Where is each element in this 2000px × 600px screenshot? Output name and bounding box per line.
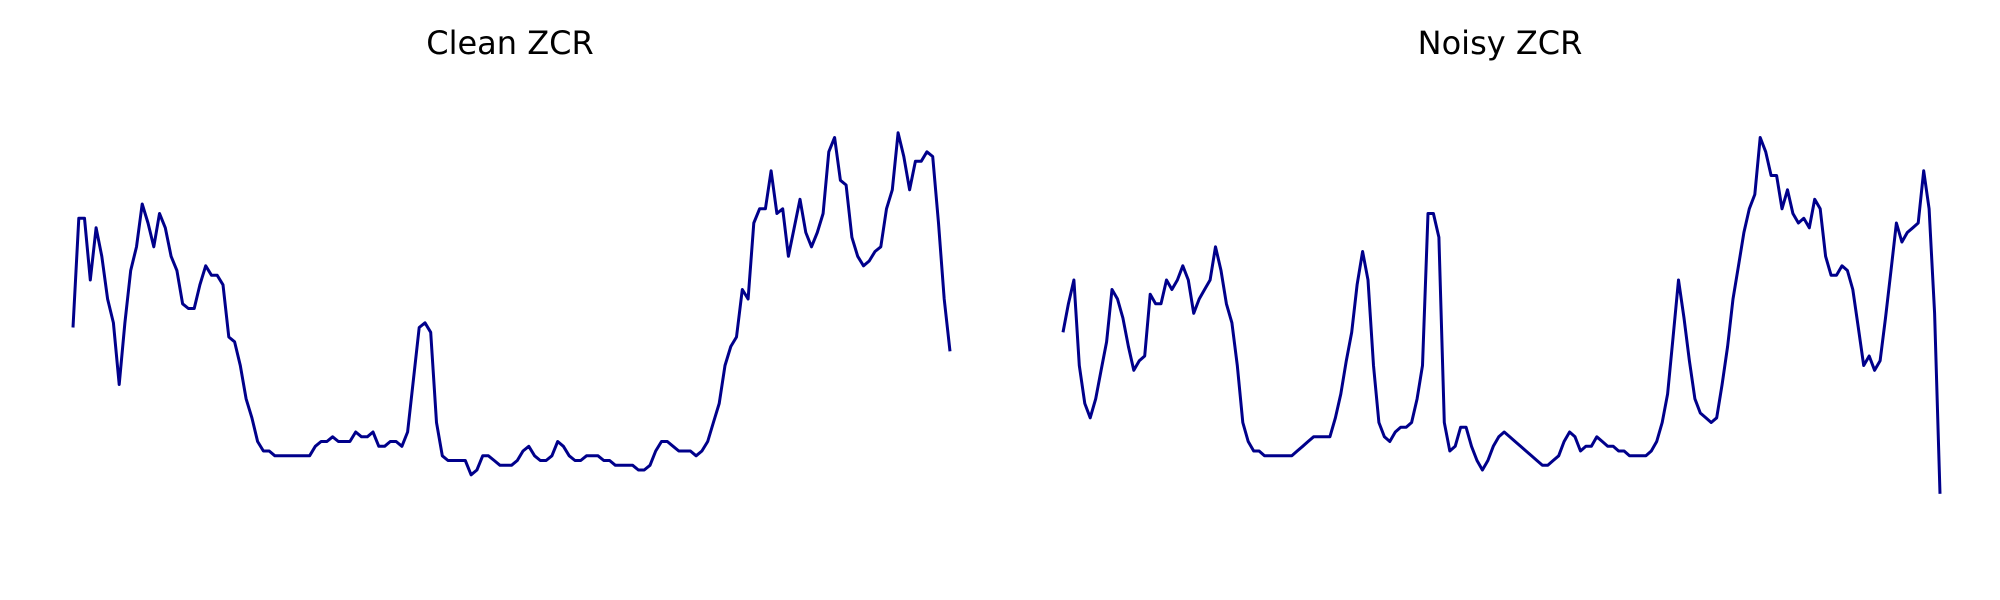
chart-panel-clean: Clean ZCR xyxy=(40,0,980,600)
noisy-zcr-chart xyxy=(1061,136,1942,494)
chart-title-clean: Clean ZCR xyxy=(426,24,594,62)
chart-panel-noisy: Noisy ZCR xyxy=(1030,0,1970,600)
noisy-zcr-series-line xyxy=(1061,136,1942,494)
chart-title-noisy: Noisy ZCR xyxy=(1417,24,1583,62)
clean-zcr-series-line xyxy=(71,131,952,477)
clean-zcr-chart xyxy=(71,131,952,477)
